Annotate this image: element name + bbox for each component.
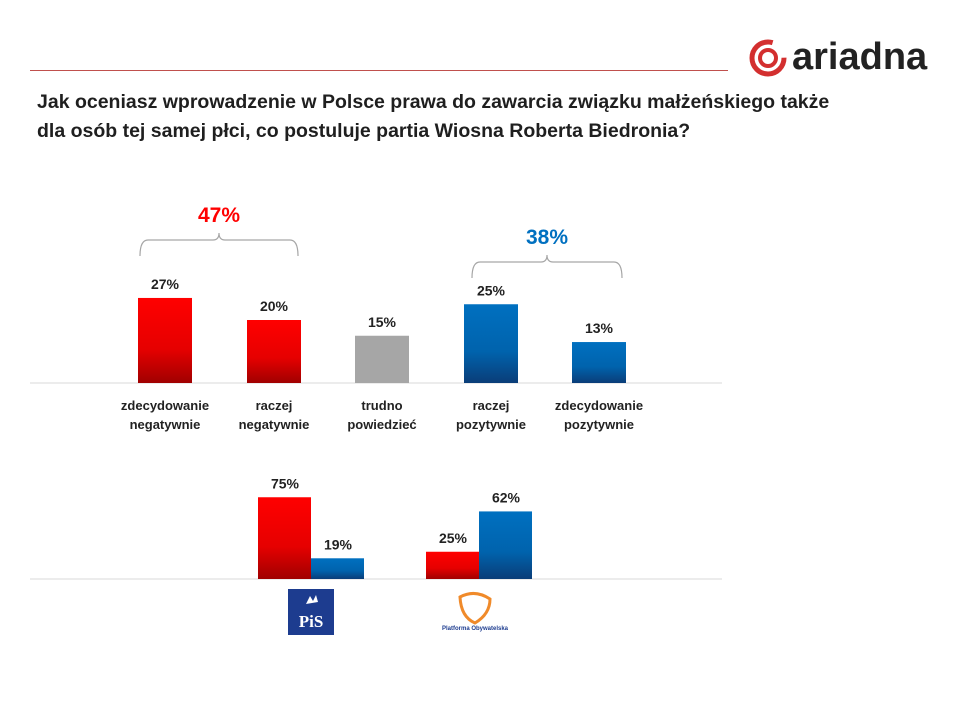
- ariadna-logo: ariadna: [748, 36, 927, 79]
- data-label: 20%: [260, 298, 289, 314]
- pis-logo: [288, 589, 334, 635]
- bar-4: [464, 304, 518, 383]
- bar-platforma-obywatelska-1: [426, 551, 479, 579]
- bar-platforma-obywatelska-2: [479, 511, 532, 579]
- category-label: powiedzieć: [347, 417, 416, 432]
- category-label: trudno: [361, 398, 402, 413]
- data-label: 62%: [492, 489, 521, 505]
- category-label: negatywnie: [130, 417, 201, 432]
- bar-5: [572, 342, 626, 383]
- data-label: 25%: [439, 530, 468, 546]
- bar-3: [355, 335, 409, 383]
- brace: [471, 254, 623, 279]
- data-label: 27%: [151, 276, 180, 292]
- po-logo-text: Platforma Obywatelska: [442, 626, 509, 632]
- category-label: negatywnie: [239, 417, 310, 432]
- sum-annotation: 47%: [198, 204, 240, 227]
- category-label: raczej: [256, 398, 293, 413]
- category-label: pozytywnie: [456, 417, 526, 432]
- bar-2: [247, 320, 301, 383]
- brace: [139, 232, 299, 257]
- question-title: Jak oceniasz wprowadzenie w Polsce prawa…: [37, 91, 830, 142]
- po-heart-icon: [458, 592, 492, 625]
- category-label: zdecydowanie: [555, 398, 643, 413]
- category-label: zdecydowanie: [121, 398, 209, 413]
- pis-eagle-icon: [306, 595, 318, 604]
- category-label: pozytywnie: [564, 417, 634, 432]
- data-label: 13%: [585, 320, 614, 336]
- data-label: 75%: [271, 475, 300, 491]
- data-label: 19%: [324, 536, 353, 552]
- bar-pis-1: [258, 497, 311, 579]
- ariadna-swirl-icon: [749, 39, 787, 76]
- sum-annotation: 38%: [526, 226, 568, 249]
- header-divider: [30, 70, 728, 71]
- data-label: 25%: [477, 282, 506, 298]
- data-label: 15%: [368, 314, 397, 330]
- category-label: raczej: [473, 398, 510, 413]
- bar-pis-2: [311, 558, 364, 579]
- bar-1: [138, 297, 192, 383]
- pis-logo-text: PiS: [299, 612, 324, 631]
- logo-text: ariadna: [792, 36, 928, 78]
